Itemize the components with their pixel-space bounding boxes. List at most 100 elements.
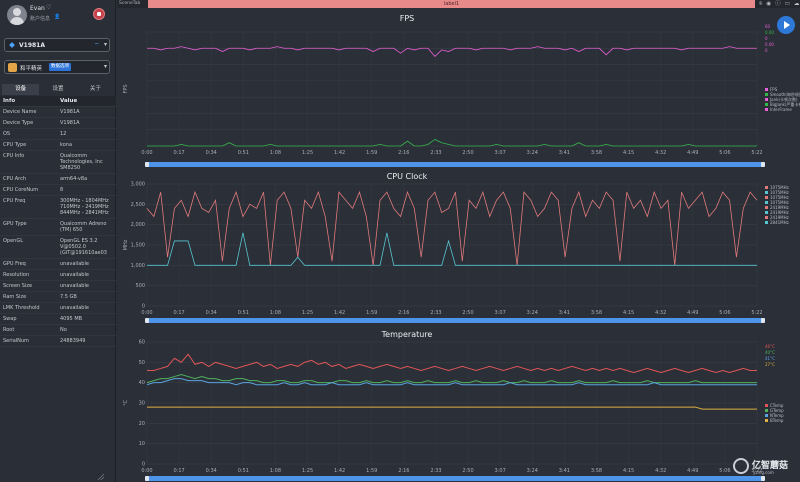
info-icon[interactable]: ⓘ	[775, 1, 781, 7]
heart-icon[interactable]: ♡	[46, 4, 52, 11]
x-tick-label: 1:42	[334, 150, 345, 156]
resize-grip-icon[interactable]	[97, 473, 105, 481]
wifi-icon[interactable]: ⌔	[94, 42, 100, 49]
series-line-btemp	[147, 406, 757, 410]
account-info-link[interactable]: 账户信息	[30, 16, 51, 22]
fps-time-scrollbar[interactable]	[145, 162, 765, 167]
cpu-time-scrollbar[interactable]	[145, 318, 765, 323]
row-value: 8	[60, 187, 64, 193]
temp-scroll-handle-left[interactable]	[145, 476, 149, 481]
table-row: CPU Arch arm64-v8a	[0, 174, 116, 185]
x-tick-label: 2:16	[398, 150, 409, 156]
y-tick-label: 2,000	[131, 222, 145, 228]
legend-swatch	[765, 221, 768, 224]
chevron-down-icon[interactable]: ▾	[104, 63, 108, 70]
x-tick-label: 1:59	[366, 150, 377, 156]
pin-icon[interactable]: ◉	[766, 1, 772, 7]
table-row: SerialNum 24883949	[0, 336, 116, 347]
avatar[interactable]	[7, 5, 27, 25]
record-button[interactable]	[93, 8, 105, 20]
y-tick-label: 10	[139, 441, 145, 447]
fps-scroll-handle-right[interactable]	[761, 162, 765, 167]
chevron-down-icon[interactable]: ▾	[104, 41, 108, 48]
legend-entry: 2419MHz	[770, 205, 789, 210]
series-line-cpu_big	[146, 190, 758, 266]
tab-about[interactable]: 关于	[89, 86, 101, 92]
cpu-clock-chart: 0 500 1,000 1,500 2,000 2,500 3,000 0:00 0:17 0:3…	[123, 182, 789, 317]
cloud-icon[interactable]: ☁	[793, 1, 800, 7]
table-row: OpenGL OpenGL ES 3.2 V@0502.0 (GIT@191610…	[0, 236, 116, 259]
x-tick-label: 1:42	[334, 310, 345, 316]
temp-scroll-handle-right[interactable]	[761, 476, 765, 481]
row-key: Screen Size	[3, 283, 33, 289]
x-tick-label: 3:07	[495, 468, 506, 474]
x-tick-label: 0:17	[173, 468, 184, 474]
row-key: OpenGL	[3, 238, 24, 244]
x-tick-label: 5:22	[751, 468, 762, 474]
x-tick-label: 4:49	[687, 150, 698, 156]
table-header: Info Value	[0, 96, 116, 107]
table-row: Ram Size 7.5 GB	[0, 292, 116, 303]
row-value: Qualcomm Technologies, Inc SM8250	[60, 153, 103, 171]
x-tick-label: 1:59	[366, 468, 377, 474]
legend-entry: 2419MHz	[770, 215, 789, 220]
legend-entry: Smooth(每秒帧数)	[770, 91, 800, 97]
x-tick-label: 0:51	[238, 468, 249, 474]
x-tick-label: 0:34	[206, 310, 217, 316]
y-tick-label: 40	[139, 380, 145, 386]
x-tick-label: 0:00	[141, 310, 152, 316]
table-row: CPU Type kona	[0, 140, 116, 151]
y-tick-label: 30	[139, 401, 145, 407]
table-row: Device Type V1981A	[0, 118, 116, 129]
fps-chart-title: FPS	[399, 14, 415, 23]
legend-entry: NTemp	[770, 413, 784, 418]
watermark-icon	[733, 458, 749, 474]
x-tick-label: 2:50	[462, 468, 473, 474]
x-tick-label: 4:32	[655, 310, 666, 316]
app-select[interactable]: 和平精英 数据选项 ▾	[4, 60, 110, 74]
y-tick-label: 60	[139, 340, 145, 346]
x-tick-label: 4:49	[687, 468, 698, 474]
x-tick-label: 4:15	[623, 310, 634, 316]
legend-value: 0	[765, 48, 768, 53]
x-tick-label: 4:15	[623, 468, 634, 474]
x-tick-label: 5:06	[719, 310, 730, 316]
x-tick-label: 0:51	[238, 310, 249, 316]
play-button[interactable]	[777, 16, 795, 34]
row-value: 24883949	[60, 338, 86, 344]
legend-value: 41°C	[765, 356, 775, 361]
temperature-chart-title: Temperature	[381, 330, 433, 339]
legend-entry: FPS	[770, 87, 778, 92]
y-tick-label: 0	[142, 304, 145, 310]
x-tick-label: 0:00	[141, 468, 152, 474]
row-key: Ram Size	[3, 294, 27, 300]
folder-icon[interactable]: ▭	[784, 1, 790, 7]
scene-tab[interactable]: SceneTab	[119, 1, 141, 6]
legend-swatch	[765, 211, 768, 214]
x-tick-label: 0:17	[173, 150, 184, 156]
cpu-scroll-handle-left[interactable]	[145, 318, 149, 323]
row-key: CPU Info	[3, 153, 25, 159]
label-tab[interactable]: label1	[148, 0, 755, 8]
tab-settings[interactable]: 设置	[52, 86, 64, 92]
x-tick-label: 1:08	[270, 468, 281, 474]
x-tick-label: 0:34	[206, 468, 217, 474]
legend-entry: BigJank(严重卡顿)	[770, 101, 800, 107]
temperature-chart: 0 10 20 30 40 50 60 0:00 0:17 0:34 0:51 1:08 1:25 1:4…	[123, 340, 784, 475]
y-axis-label: MHz	[123, 239, 129, 250]
cpu-scroll-handle-right[interactable]	[761, 318, 765, 323]
table-row: CPU CoreNum 8	[0, 185, 116, 196]
fps-scroll-handle-left[interactable]	[145, 162, 149, 167]
device-select[interactable]: V1981A ⌔ ▾	[4, 38, 110, 52]
legend-swatch	[765, 201, 768, 204]
row-value: OpenGL ES 3.2 V@0502.0 (GIT@191610ae03	[60, 238, 107, 256]
app-tag[interactable]: 数据选项	[49, 63, 71, 71]
row-key: CPU Type	[3, 142, 27, 148]
legend-entry: 2841MHz	[770, 220, 789, 225]
tab-device[interactable]: 设备	[2, 84, 40, 95]
fps-chart: 0:00 0:17 0:34 0:51 1:08 1:25 1:42 1:59 2:16 2:33…	[123, 24, 800, 156]
x-tick-label: 4:32	[655, 468, 666, 474]
series-line-ntemp	[146, 378, 757, 386]
temp-time-scrollbar[interactable]	[145, 476, 765, 481]
location-icon[interactable]: ⌾	[759, 1, 763, 7]
